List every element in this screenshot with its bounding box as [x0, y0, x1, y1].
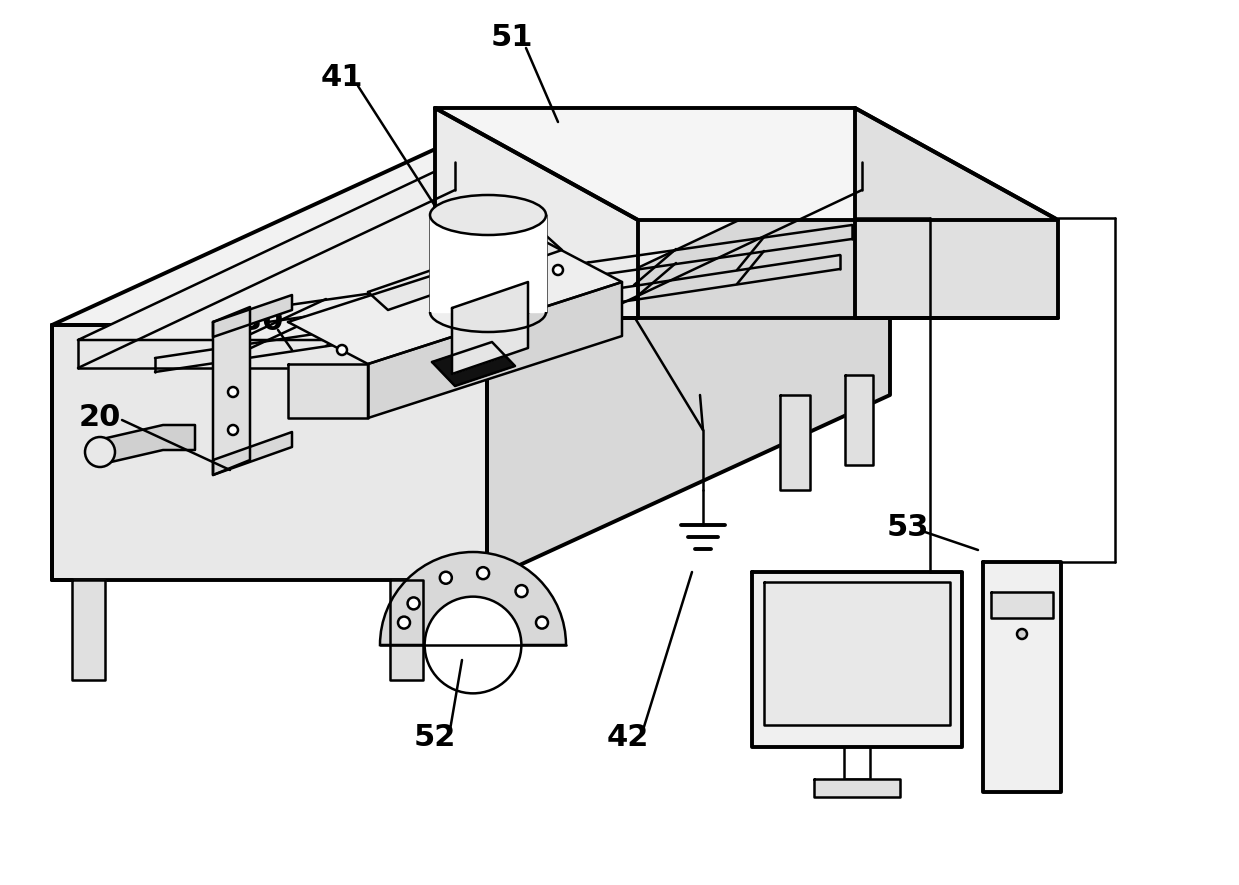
Circle shape — [440, 572, 452, 584]
Polygon shape — [752, 572, 961, 747]
Polygon shape — [72, 580, 105, 680]
Circle shape — [398, 617, 410, 628]
Text: 42: 42 — [607, 724, 649, 752]
Text: 51: 51 — [491, 24, 533, 52]
Circle shape — [408, 597, 420, 610]
Wedge shape — [380, 552, 566, 645]
Polygon shape — [287, 240, 622, 364]
Circle shape — [536, 617, 548, 628]
Circle shape — [228, 425, 238, 435]
Text: 52: 52 — [414, 724, 456, 752]
Polygon shape — [781, 395, 810, 490]
Circle shape — [85, 437, 115, 467]
Polygon shape — [983, 562, 1061, 792]
Text: 53: 53 — [887, 513, 929, 543]
Polygon shape — [287, 364, 368, 418]
Polygon shape — [98, 425, 195, 465]
Polygon shape — [52, 140, 890, 325]
Polygon shape — [452, 282, 528, 374]
Text: 20: 20 — [79, 404, 121, 433]
Polygon shape — [845, 375, 873, 465]
Circle shape — [1017, 629, 1027, 639]
Circle shape — [515, 585, 528, 597]
Polygon shape — [213, 295, 292, 337]
Polygon shape — [814, 779, 900, 797]
Polygon shape — [435, 108, 1058, 220]
Polygon shape — [213, 307, 250, 475]
Polygon shape — [991, 592, 1053, 618]
Polygon shape — [430, 215, 546, 312]
Polygon shape — [52, 325, 487, 580]
Polygon shape — [78, 162, 862, 340]
Text: 41: 41 — [321, 64, 363, 93]
Polygon shape — [368, 282, 622, 418]
Polygon shape — [390, 580, 422, 680]
Circle shape — [553, 265, 563, 275]
Circle shape — [337, 345, 347, 355]
Circle shape — [228, 387, 238, 397]
Polygon shape — [435, 108, 638, 318]
Circle shape — [425, 596, 522, 693]
Polygon shape — [764, 582, 950, 725]
Polygon shape — [855, 108, 1058, 318]
Text: 30: 30 — [240, 307, 284, 336]
Polygon shape — [368, 232, 563, 310]
Circle shape — [477, 567, 489, 579]
Polygon shape — [487, 140, 890, 580]
Ellipse shape — [430, 195, 546, 235]
Polygon shape — [432, 342, 515, 386]
Polygon shape — [213, 432, 292, 475]
